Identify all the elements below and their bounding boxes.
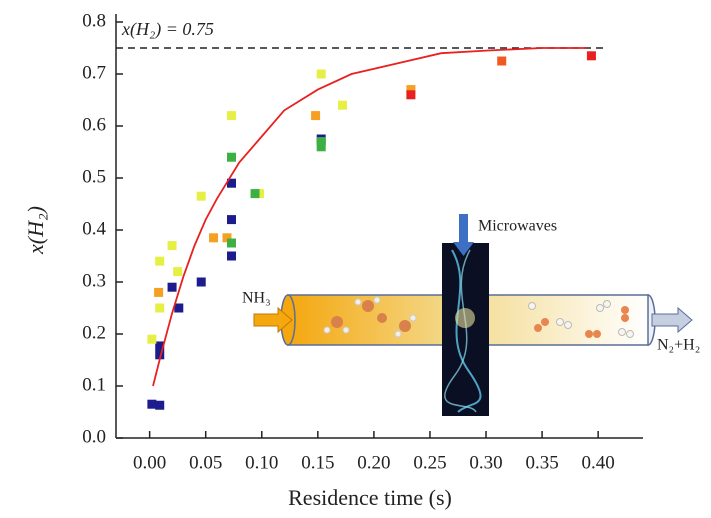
x-tick-label: 0.35	[525, 452, 558, 473]
data-point	[154, 287, 164, 297]
y-tick-label: 0.8	[82, 10, 106, 31]
y-tick-label: 0.4	[82, 218, 106, 239]
data-point	[226, 152, 236, 162]
fit-curve	[152, 47, 587, 387]
data-point	[316, 137, 326, 147]
y-tick-label: 0.2	[82, 322, 106, 343]
data-point	[406, 90, 416, 100]
data-point	[250, 189, 260, 199]
data-point	[173, 267, 183, 277]
y-tick-label: 0.6	[82, 114, 106, 135]
data-point	[209, 233, 219, 243]
annotation: x(H₂) = 0.75	[121, 19, 214, 40]
x-tick-label: 0.40	[582, 452, 615, 473]
data-point	[226, 215, 236, 225]
inset-output-label: N₂+H₂	[657, 337, 700, 354]
data-point	[167, 241, 177, 251]
data-point	[226, 251, 236, 261]
data-point	[497, 56, 507, 66]
data-point	[316, 142, 326, 152]
y-tick-label: 0.3	[82, 270, 106, 291]
data-point	[226, 111, 236, 121]
x-tick-label: 0.00	[133, 452, 166, 473]
x-tick-label: 0.30	[469, 452, 502, 473]
x-tick-label: 0.10	[245, 452, 278, 473]
inset-diagram: NH₃ Microwaves N₂+H₂	[242, 214, 700, 416]
data-point	[155, 400, 165, 410]
y-tick-label: 0.5	[82, 166, 106, 187]
data-point	[155, 256, 165, 266]
data-point	[147, 334, 157, 344]
data-point	[196, 277, 206, 287]
inset-top-label: Microwaves	[478, 218, 557, 235]
data-point	[155, 341, 165, 351]
data-point	[406, 85, 416, 95]
data-point	[226, 178, 236, 188]
data-point	[147, 399, 157, 409]
x-tick-label: 0.15	[301, 452, 334, 473]
data-point	[155, 303, 165, 313]
data-point	[174, 303, 184, 313]
x-tick-label: 0.25	[413, 452, 446, 473]
data-point	[196, 191, 206, 201]
inset-input-label: NH₃	[242, 290, 271, 307]
data-point	[337, 100, 347, 110]
y-tick-label: 0.1	[82, 374, 106, 395]
x-tick-label: 0.20	[357, 452, 390, 473]
data-point	[311, 111, 321, 121]
data-point	[167, 282, 177, 292]
y-axis-label: x(H₂)	[23, 206, 48, 255]
data-point	[226, 238, 236, 248]
plot-area: 0.0 0.1 0.2 0.3 0.4 0.5 0.6 0.7 0.8 0.00 0.05 0.10 0…	[82, 10, 643, 473]
data-point	[586, 51, 596, 61]
data-point	[222, 233, 232, 243]
y-tick-label: 0.7	[82, 62, 106, 83]
x-axis-label: Residence time (s)	[288, 485, 452, 510]
x-tick-label: 0.05	[189, 452, 222, 473]
data-point	[316, 69, 326, 79]
y-tick-label: 0.0	[82, 426, 106, 447]
data-point	[155, 350, 165, 360]
